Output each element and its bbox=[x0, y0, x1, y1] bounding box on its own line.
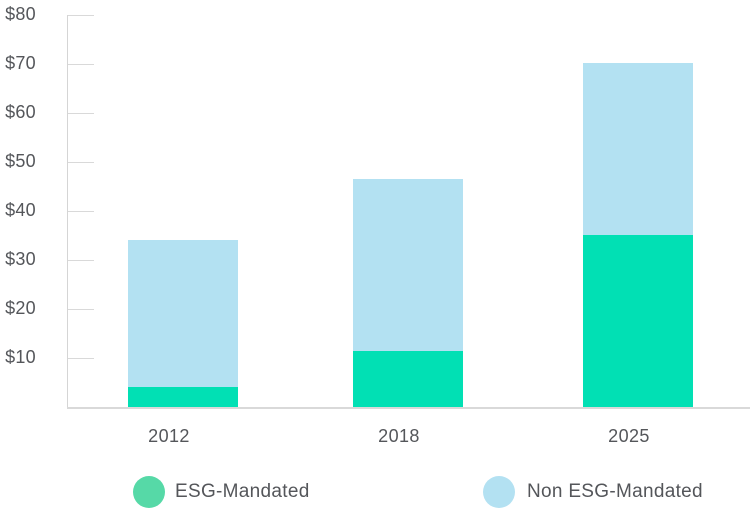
bar-2018 bbox=[353, 179, 463, 407]
y-axis-label: $50 bbox=[5, 151, 36, 172]
bar-segment-esg-2018 bbox=[353, 351, 463, 407]
y-tick-mark bbox=[68, 113, 94, 114]
bar-segment-esg-2025 bbox=[583, 235, 693, 407]
bar-2025 bbox=[583, 63, 693, 407]
y-tick-mark bbox=[68, 260, 94, 261]
bar-2012 bbox=[128, 240, 238, 407]
y-tick-mark bbox=[68, 162, 94, 163]
legend-swatch-esg bbox=[133, 476, 165, 508]
x-axis-label: 2025 bbox=[608, 426, 650, 446]
y-axis-line bbox=[67, 15, 68, 407]
y-tick-mark bbox=[68, 358, 94, 359]
y-axis-label: $60 bbox=[5, 102, 36, 123]
bar-segment-esg-2012 bbox=[128, 387, 238, 407]
y-tick-mark bbox=[68, 309, 94, 310]
legend-item-esg: ESG-Mandated bbox=[0, 476, 750, 508]
bar-segment-non-esg-2012 bbox=[128, 240, 238, 387]
y-axis-label: $30 bbox=[5, 249, 36, 270]
y-axis-label: $70 bbox=[5, 53, 36, 74]
legend-label-non-esg: Non ESG-Mandated bbox=[527, 481, 703, 502]
y-tick-mark bbox=[68, 15, 94, 16]
y-axis-label: $20 bbox=[5, 298, 36, 319]
x-axis-line bbox=[67, 407, 750, 409]
legend-swatch-non-esg bbox=[483, 476, 515, 508]
plot-area: $80 $70 $60 $50 $40 $30 $20 $10 2012 2018 2025 bbox=[5, 4, 750, 446]
x-axis-label: 2018 bbox=[378, 426, 420, 446]
y-axis-label: $40 bbox=[5, 200, 36, 221]
y-tick-mark bbox=[68, 64, 94, 65]
bar-segment-non-esg-2018 bbox=[353, 179, 463, 351]
bar-segment-non-esg-2025 bbox=[583, 63, 693, 235]
legend-item-non-esg: Non ESG-Mandated bbox=[0, 476, 750, 508]
legend: ESG-Mandated Non ESG-Mandated bbox=[0, 455, 750, 514]
y-axis-label: $10 bbox=[5, 347, 36, 368]
legend-label-esg: ESG-Mandated bbox=[175, 481, 310, 502]
x-axis-label: 2012 bbox=[148, 426, 190, 446]
y-axis-label: $80 bbox=[5, 4, 36, 25]
y-tick-mark bbox=[68, 211, 94, 212]
